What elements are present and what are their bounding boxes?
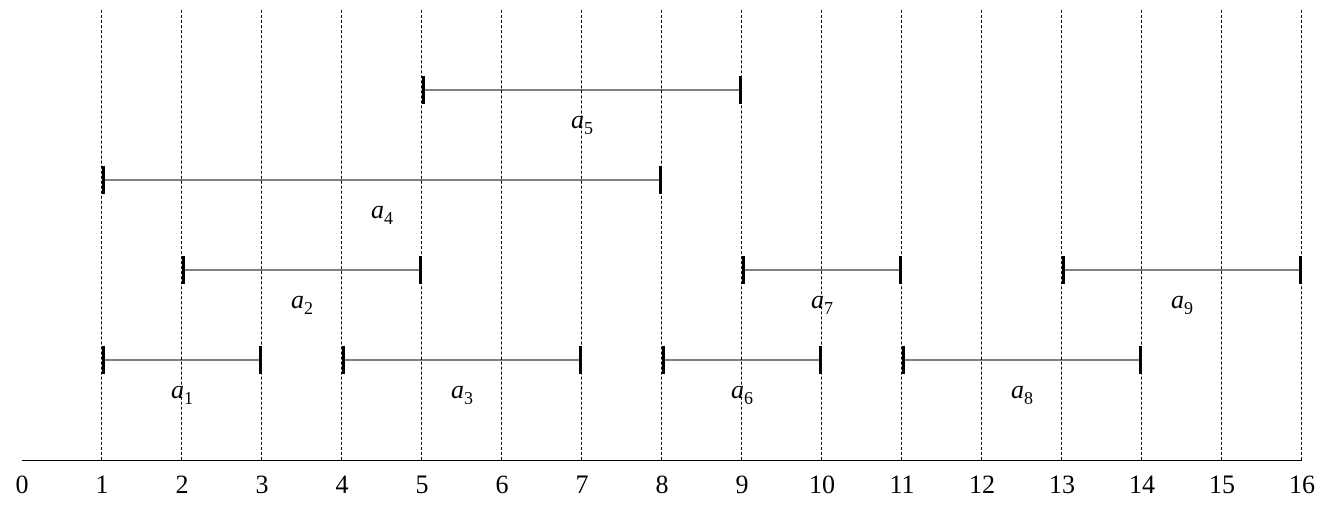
interval-a5 — [422, 76, 742, 104]
interval-cap-right — [899, 256, 902, 284]
interval-label-base: a — [811, 285, 824, 314]
interval-cap-right — [259, 346, 262, 374]
interval-diagram: 012345678910111213141516a1a2a3a4a5a6a7a8… — [0, 0, 1322, 516]
axis-tick-label: 6 — [496, 470, 509, 500]
interval-line — [102, 180, 662, 181]
interval-cap-left — [902, 346, 905, 374]
interval-label-sub: 9 — [1184, 298, 1193, 318]
interval-label-sub: 6 — [744, 388, 753, 408]
interval-label-base: a — [171, 375, 184, 404]
axis-tick-label: 7 — [576, 470, 589, 500]
axis-tick-label: 11 — [889, 470, 914, 500]
grid-line — [1141, 10, 1142, 460]
interval-label-base: a — [371, 195, 384, 224]
grid-line — [1221, 10, 1222, 460]
interval-a4 — [102, 166, 662, 194]
interval-cap-right — [819, 346, 822, 374]
axis-tick-label: 5 — [416, 470, 429, 500]
interval-cap-right — [1299, 256, 1302, 284]
interval-cap-left — [102, 166, 105, 194]
interval-a6 — [662, 346, 822, 374]
axis-tick-label: 0 — [16, 470, 29, 500]
interval-label-a3: a3 — [451, 375, 473, 409]
interval-label-a6: a6 — [731, 375, 753, 409]
interval-label-a9: a9 — [1171, 285, 1193, 319]
axis-tick-label: 2 — [176, 470, 189, 500]
axis-tick-label: 12 — [969, 470, 995, 500]
interval-a2 — [182, 256, 422, 284]
interval-label-a1: a1 — [171, 375, 193, 409]
axis-tick-label: 13 — [1049, 470, 1075, 500]
interval-cap-left — [342, 346, 345, 374]
interval-label-sub: 4 — [384, 208, 393, 228]
interval-line — [342, 360, 582, 361]
interval-label-base: a — [571, 105, 584, 134]
grid-line — [821, 10, 822, 460]
interval-label-a4: a4 — [371, 195, 393, 229]
interval-cap-left — [1062, 256, 1065, 284]
interval-cap-right — [419, 256, 422, 284]
grid-line — [261, 10, 262, 460]
interval-cap-left — [742, 256, 745, 284]
interval-line — [102, 360, 262, 361]
grid-line — [981, 10, 982, 460]
axis-tick-label: 8 — [656, 470, 669, 500]
interval-line — [662, 360, 822, 361]
axis-tick-label: 1 — [96, 470, 109, 500]
interval-label-sub: 7 — [824, 298, 833, 318]
interval-a3 — [342, 346, 582, 374]
interval-line — [742, 270, 902, 271]
interval-a7 — [742, 256, 902, 284]
interval-line — [902, 360, 1142, 361]
interval-label-sub: 3 — [464, 388, 473, 408]
axis-tick-label: 3 — [256, 470, 269, 500]
interval-label-sub: 5 — [584, 118, 593, 138]
grid-line — [341, 10, 342, 460]
interval-a8 — [902, 346, 1142, 374]
interval-label-base: a — [291, 285, 304, 314]
interval-cap-right — [739, 76, 742, 104]
axis-tick-label: 4 — [336, 470, 349, 500]
interval-label-sub: 8 — [1024, 388, 1033, 408]
axis-tick-label: 9 — [736, 470, 749, 500]
interval-cap-right — [1139, 346, 1142, 374]
grid-line — [101, 10, 102, 460]
interval-label-base: a — [451, 375, 464, 404]
interval-label-base: a — [1171, 285, 1184, 314]
interval-cap-left — [182, 256, 185, 284]
interval-cap-left — [422, 76, 425, 104]
axis-tick-label: 16 — [1289, 470, 1315, 500]
grid-line — [1061, 10, 1062, 460]
grid-line — [1301, 10, 1302, 460]
interval-a9 — [1062, 256, 1302, 284]
interval-a1 — [102, 346, 262, 374]
interval-cap-right — [579, 346, 582, 374]
interval-label-a8: a8 — [1011, 375, 1033, 409]
x-axis — [22, 460, 1302, 461]
interval-cap-left — [662, 346, 665, 374]
interval-label-base: a — [731, 375, 744, 404]
interval-label-sub: 1 — [184, 388, 193, 408]
axis-tick-label: 15 — [1209, 470, 1235, 500]
interval-label-a7: a7 — [811, 285, 833, 319]
interval-line — [182, 270, 422, 271]
interval-cap-left — [102, 346, 105, 374]
axis-tick-label: 10 — [809, 470, 835, 500]
interval-label-a2: a2 — [291, 285, 313, 319]
grid-line — [901, 10, 902, 460]
interval-label-base: a — [1011, 375, 1024, 404]
axis-tick-label: 14 — [1129, 470, 1155, 500]
interval-label-a5: a5 — [571, 105, 593, 139]
interval-line — [1062, 270, 1302, 271]
interval-label-sub: 2 — [304, 298, 313, 318]
interval-cap-right — [659, 166, 662, 194]
interval-line — [422, 90, 742, 91]
